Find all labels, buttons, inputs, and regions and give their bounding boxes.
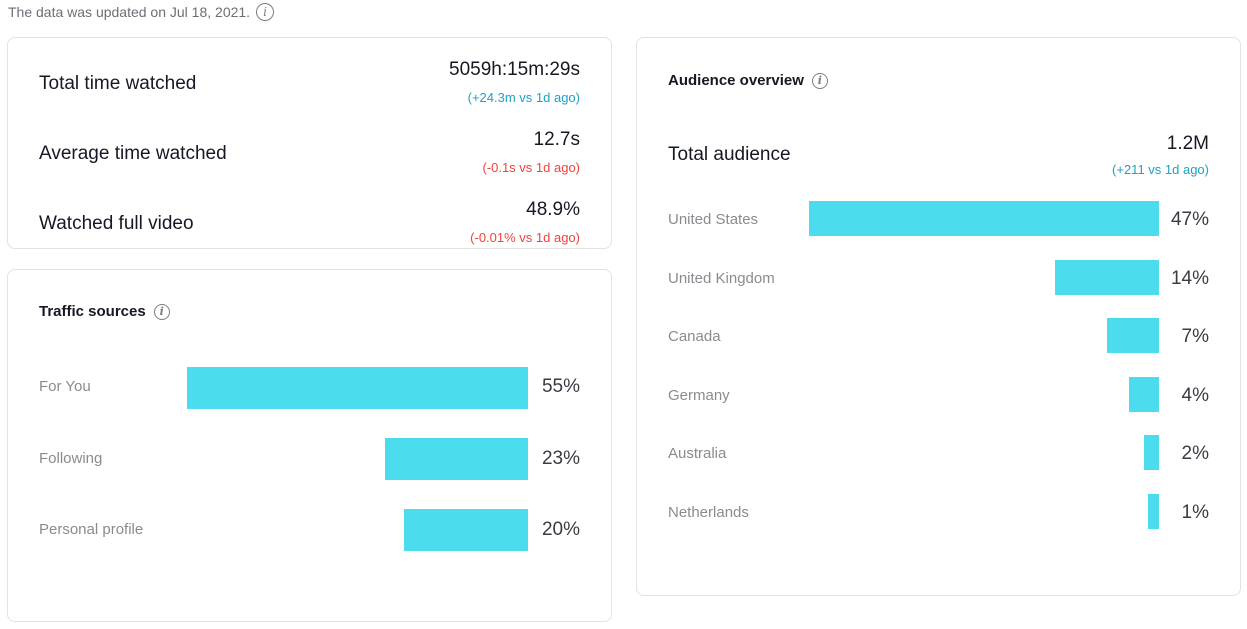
country-bar [1106, 318, 1159, 353]
total-audience-label: Total audience [668, 144, 791, 165]
metric-value: 12.7s [533, 129, 580, 150]
info-icon[interactable]: i [153, 303, 170, 320]
traffic-percent: 23% [541, 448, 580, 469]
country-percent: 14% [1170, 268, 1209, 289]
info-icon[interactable]: i [256, 3, 275, 21]
country-bar [808, 201, 1159, 236]
audience-title-row: Audience overview i [668, 72, 828, 89]
update-notice: The data was updated on Jul 18, 2021. i [8, 2, 275, 22]
metric-label: Average time watched [39, 143, 227, 164]
country-label: Netherlands [668, 504, 749, 521]
metric-delta: (-0.1s vs 1d ago) [482, 160, 580, 175]
audience-overview-card: Audience overview i Total audience 1.2M … [636, 37, 1241, 596]
country-percent: 1% [1181, 502, 1209, 523]
country-bar [1129, 377, 1159, 412]
country-percent: 4% [1181, 385, 1209, 406]
country-percent: 7% [1181, 326, 1209, 347]
metric-label: Total time watched [39, 73, 197, 94]
country-bar [1148, 494, 1159, 529]
country-percent: 2% [1181, 443, 1209, 464]
metric-delta: (+24.3m vs 1d ago) [467, 90, 580, 105]
info-icon[interactable]: i [811, 72, 828, 89]
traffic-percent: 20% [541, 519, 580, 540]
card-title: Audience overview [668, 72, 804, 89]
traffic-label: Following [39, 450, 103, 467]
traffic-label: Personal profile [39, 521, 144, 538]
traffic-label: For You [39, 378, 91, 395]
card-title: Traffic sources [39, 303, 146, 320]
country-label: Australia [668, 445, 727, 462]
metric-watched-full: Watched full video 48.9% (-0.01% vs 1d a… [39, 187, 580, 247]
country-label: United Kingdom [668, 270, 775, 287]
traffic-bar [187, 367, 528, 409]
metric-value: 5059h:15m:29s [449, 59, 580, 80]
metric-average-time: Average time watched 12.7s (-0.1s vs 1d … [39, 117, 580, 177]
metric-delta: (-0.01% vs 1d ago) [470, 230, 580, 245]
watch-metrics-card: Total time watched 5059h:15m:29s (+24.3m… [7, 37, 612, 249]
country-label: United States [668, 211, 759, 228]
metric-label: Watched full video [39, 213, 194, 234]
metric-value: 48.9% [526, 199, 580, 220]
traffic-percent: 55% [541, 376, 580, 397]
total-audience-delta: (+211 vs 1d ago) [1112, 162, 1209, 177]
country-bar [1054, 260, 1159, 295]
traffic-bar [404, 509, 528, 551]
update-text: The data was updated on Jul 18, 2021. [8, 4, 251, 20]
total-audience-value: 1.2M [1166, 133, 1209, 154]
metric-total-time: Total time watched 5059h:15m:29s (+24.3m… [39, 47, 580, 107]
country-label: Germany [668, 387, 730, 404]
country-label: Canada [668, 328, 721, 345]
country-bar [1144, 435, 1159, 470]
country-percent: 47% [1170, 209, 1209, 230]
traffic-sources-card: Traffic sources i For You 55% Following … [7, 269, 612, 622]
traffic-bar [385, 438, 528, 480]
traffic-title-row: Traffic sources i [39, 303, 170, 320]
